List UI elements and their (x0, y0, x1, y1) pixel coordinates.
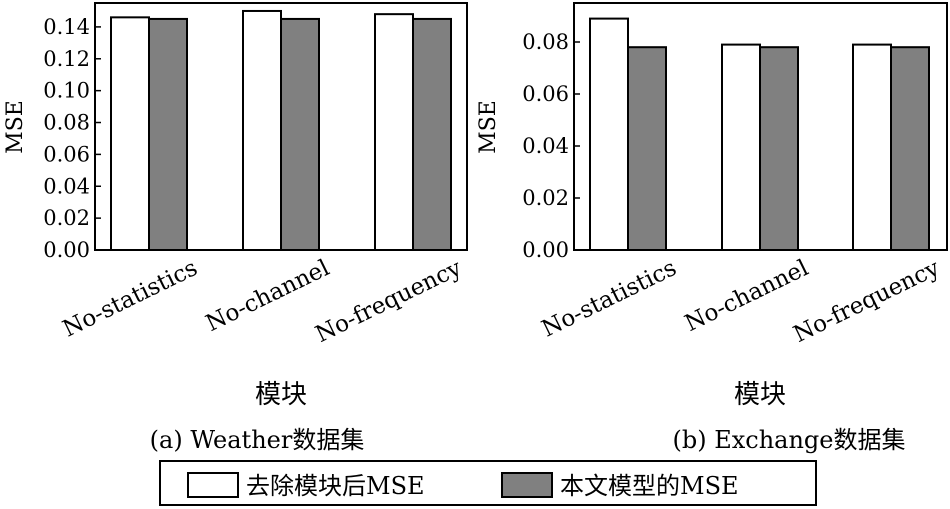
chart-exchange: 0.00 0.02 0.04 0.06 0.08 No-statistics No-cha… (476, 2, 948, 454)
y-tick-label: 0.00 (522, 238, 569, 262)
y-tick-label: 0.10 (43, 79, 90, 103)
legend-label: 去除模块后MSE (246, 472, 425, 500)
bar-no-frequency-series-1 (374, 13, 414, 251)
y-tick-label: 0.14 (43, 15, 90, 39)
y-axis-label: MSE (476, 100, 501, 154)
y-tick-label: 0.04 (522, 134, 569, 158)
bar-no-frequency-series-2 (890, 46, 930, 252)
bar-no-statistics-series-1 (589, 17, 629, 251)
bar-no-channel-series-1 (721, 43, 761, 251)
legend: 去除模块后MSE 本文模型的MSE (159, 460, 817, 506)
y-axis-label: MSE (3, 100, 28, 154)
x-axis-label: 模块 (734, 380, 786, 410)
chart-weather: 0.00 0.02 0.04 0.06 0.08 0.10 0.12 0.14 No-stat… (3, 2, 468, 454)
category-label: No-frequency (790, 255, 944, 348)
bar-no-frequency-series-2 (412, 17, 452, 251)
y-tick-label: 0.12 (43, 47, 90, 71)
category-label: No-statistics (538, 255, 681, 342)
bars (589, 17, 930, 252)
y-tick-label: 0.02 (522, 186, 569, 210)
y-tick-label: 0.00 (43, 238, 90, 262)
legend-swatch-gray (501, 472, 553, 498)
y-tick-label: 0.06 (522, 82, 569, 106)
y-tick-label: 0.08 (43, 111, 90, 135)
chart-caption: (a) Weather数据集 (150, 426, 365, 454)
category-label: No-frequency (312, 255, 466, 348)
bars (110, 9, 452, 252)
y-tick-label: 0.08 (522, 30, 569, 54)
y-tick-label: 0.02 (43, 206, 90, 230)
y-ticks: 0.00 0.02 0.04 0.06 0.08 0.10 0.12 0.14 (43, 15, 101, 262)
legend-swatch-white (187, 472, 239, 498)
bar-no-channel-series-1 (242, 9, 282, 251)
legend-label: 本文模型的MSE (560, 472, 739, 500)
bar-no-frequency-series-1 (852, 43, 892, 251)
bar-no-channel-series-2 (280, 17, 320, 251)
legend-frame (159, 460, 817, 506)
y-tick-label: 0.06 (43, 142, 90, 166)
y-tick-label: 0.04 (43, 174, 90, 198)
x-axis-label: 模块 (255, 380, 307, 410)
bar-no-statistics-series-2 (148, 17, 188, 251)
bar-no-channel-series-2 (759, 46, 799, 252)
bar-no-statistics-series-2 (627, 46, 667, 252)
category-label: No-statistics (59, 255, 202, 342)
chart-caption: (b) Exchange数据集 (672, 426, 905, 454)
bar-no-statistics-series-1 (110, 16, 150, 252)
y-ticks: 0.00 0.02 0.04 0.06 0.08 (522, 30, 580, 262)
